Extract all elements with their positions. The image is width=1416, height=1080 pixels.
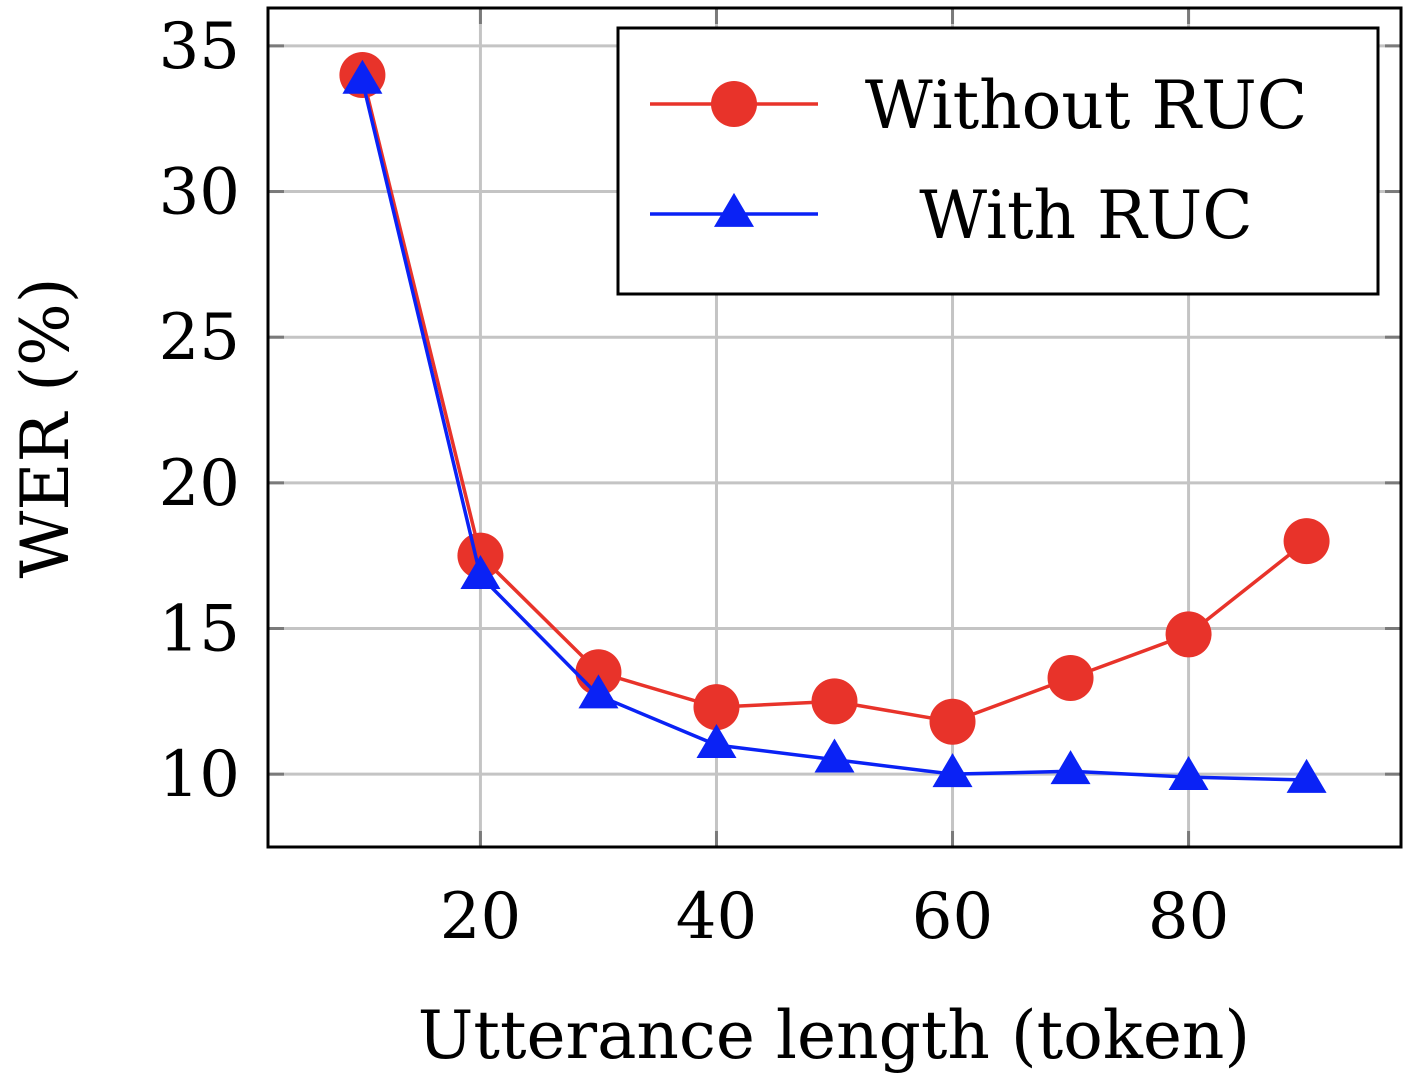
series-1-point-40 — [693, 684, 740, 731]
legend-entry-2-marker — [714, 192, 754, 227]
series-2-point-70 — [1050, 750, 1091, 785]
legend-entry-1: Without RUC — [650, 67, 1307, 144]
series-1-point-90 — [1283, 518, 1330, 565]
series-2-point-10 — [342, 59, 383, 94]
y-tick-label-20: 20 — [159, 447, 240, 521]
x-tick-label-20: 20 — [440, 880, 521, 954]
legend: Without RUC With RUC — [616, 26, 1380, 296]
series-1-point-80 — [1165, 611, 1212, 658]
series-1-point-70 — [1047, 655, 1094, 702]
series-2-point-90 — [1286, 758, 1327, 793]
legend-box — [616, 26, 1380, 296]
legend-entry-2: With RUC — [650, 177, 1253, 254]
x-tick-labels: 20 40 60 80 — [440, 880, 1230, 954]
x-tick-label-80: 80 — [1148, 880, 1229, 954]
series-2-point-60 — [932, 753, 973, 788]
y-tick-labels: 10 15 20 25 30 35 — [159, 10, 240, 812]
series-2 — [342, 59, 1327, 793]
plot-frame — [266, 6, 1403, 849]
series-2-point-20 — [460, 554, 501, 589]
series-1-point-50 — [811, 678, 858, 725]
legend-entry-1-label: Without RUC — [865, 67, 1307, 144]
legend-entries: Without RUC With RUC — [650, 67, 1307, 254]
series-2-point-80 — [1168, 756, 1209, 791]
series-layer — [339, 52, 1330, 793]
y-tick-label-30: 30 — [159, 156, 240, 230]
legend-entry-2-label: With RUC — [919, 177, 1253, 254]
axis-ticks — [268, 8, 1401, 847]
x-axis-title: Utterance length (token) — [418, 997, 1250, 1074]
y-tick-label-35: 35 — [159, 10, 240, 84]
series-2-point-50 — [814, 738, 855, 773]
y-tick-label-10: 10 — [159, 738, 240, 812]
y-tick-label-15: 15 — [159, 593, 240, 667]
y-tick-label-25: 25 — [159, 301, 240, 375]
y-axis-title: WER (%) — [7, 278, 84, 579]
x-tick-label-40: 40 — [676, 880, 757, 954]
series-1-point-60 — [929, 698, 976, 745]
series-2-point-40 — [696, 723, 737, 758]
x-tick-label-60: 60 — [912, 880, 993, 954]
legend-entry-1-marker — [711, 81, 757, 127]
series-2-point-30 — [578, 674, 619, 709]
